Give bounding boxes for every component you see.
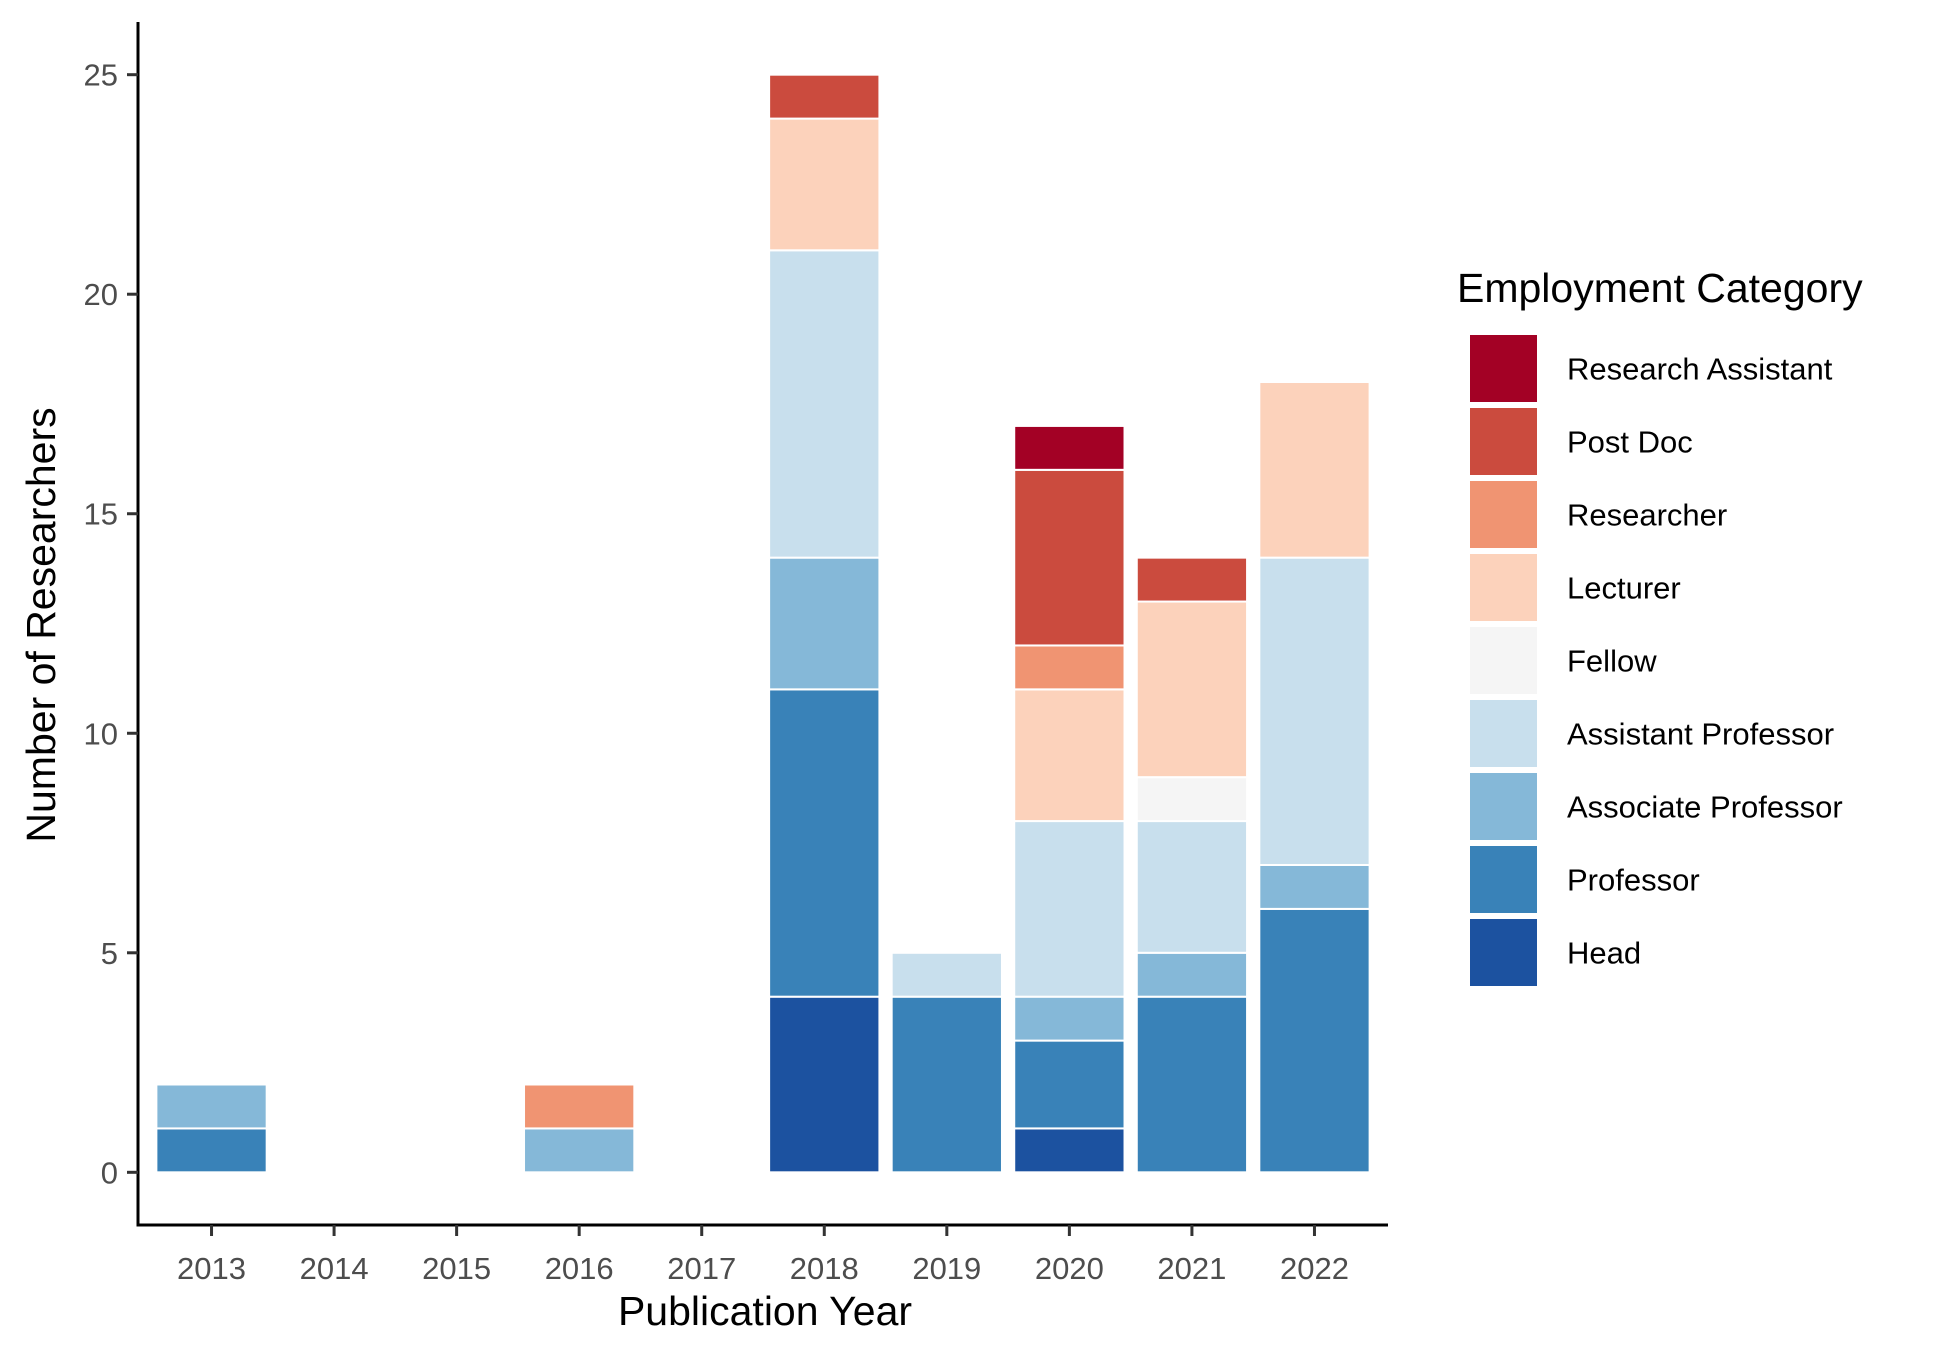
bar-2020-assistant-professor <box>1013 820 1126 998</box>
bar-2013-professor <box>155 1127 268 1174</box>
legend-key-associate-professor <box>1470 773 1537 840</box>
x-tick-label: 2013 <box>177 1251 246 1286</box>
legend-key-professor <box>1470 846 1537 913</box>
bar-2021-post-doc <box>1135 556 1249 603</box>
bar-2022-assistant-professor <box>1258 556 1371 866</box>
legend-label: Fellow <box>1567 644 1657 679</box>
x-axis-ticks: 2013 2014 2015 2016 2017 2018 2019 2020 2021 2022 <box>177 1225 1349 1286</box>
y-tick-label: 25 <box>84 58 118 93</box>
bar-2016-associate-professor <box>523 1127 636 1174</box>
bar-2021-assistant-professor <box>1135 820 1249 954</box>
legend-label: Research Assistant <box>1567 352 1833 387</box>
bar-2018-lecturer <box>768 117 881 252</box>
legend-label: Researcher <box>1567 498 1727 533</box>
y-axis-ticks: 0 5 10 15 20 25 <box>84 58 138 1190</box>
bar-2018-post-doc <box>768 73 881 120</box>
bar-2021-lecturer <box>1135 600 1249 779</box>
legend-key-lecturer <box>1470 554 1537 621</box>
bar-2018-assistant-professor <box>768 249 881 559</box>
legend-label: Post Doc <box>1567 425 1693 460</box>
bar-2020-post-doc <box>1013 468 1126 647</box>
bar-2013-associate-professor <box>155 1083 268 1130</box>
x-tick-label: 2021 <box>1157 1251 1226 1286</box>
bar-2018-head <box>768 995 881 1174</box>
legend-label: Associate Professor <box>1567 790 1843 825</box>
legend-key-assistant-professor <box>1470 700 1537 767</box>
y-tick-label: 0 <box>101 1155 118 1190</box>
bar-2016-researcher <box>523 1083 636 1130</box>
legend-label: Assistant Professor <box>1567 717 1834 752</box>
bar-2021-professor <box>1135 995 1249 1174</box>
y-tick-label: 10 <box>84 716 118 751</box>
legend-label: Head <box>1567 936 1641 971</box>
x-tick-label: 2014 <box>300 1251 369 1286</box>
bar-2021-associate-professor <box>1135 951 1249 998</box>
legend-key-post-doc <box>1470 408 1537 475</box>
x-tick-label: 2015 <box>422 1251 491 1286</box>
bar-2020-research-assistant <box>1013 424 1126 471</box>
bar-2019-professor <box>890 995 1003 1174</box>
bars-layer <box>155 73 1371 1174</box>
bar-2020-researcher <box>1013 644 1126 691</box>
bar-2022-lecturer <box>1258 381 1371 559</box>
legend: Employment Category Research Assistant Po… <box>1457 265 1863 986</box>
legend-key-fellow <box>1470 627 1537 694</box>
bar-2019-assistant-professor <box>890 951 1003 998</box>
y-tick-label: 20 <box>84 277 118 312</box>
legend-title: Employment Category <box>1457 265 1863 311</box>
bar-2020-lecturer <box>1013 688 1126 823</box>
x-tick-label: 2019 <box>912 1251 981 1286</box>
x-tick-label: 2022 <box>1280 1251 1349 1286</box>
bar-2020-head <box>1013 1127 1126 1174</box>
axes-layer <box>136 22 1388 1227</box>
x-tick-label: 2017 <box>667 1251 736 1286</box>
bar-2022-associate-professor <box>1258 863 1371 910</box>
bar-2022-professor <box>1258 907 1371 1174</box>
x-axis-title: Publication Year <box>618 1288 912 1334</box>
bar-2018-professor <box>768 688 881 998</box>
legend-label: Professor <box>1567 863 1700 898</box>
y-tick-label: 5 <box>101 936 118 971</box>
bar-2021-fellow <box>1135 776 1249 823</box>
bar-2020-associate-professor <box>1013 995 1126 1042</box>
legend-key-researcher <box>1470 481 1537 548</box>
x-tick-label: 2020 <box>1035 1251 1104 1286</box>
legend-key-head <box>1470 919 1537 986</box>
legend-label: Lecturer <box>1567 571 1681 606</box>
bar-2018-associate-professor <box>768 556 881 691</box>
bar-2020-professor <box>1013 1039 1126 1130</box>
legend-key-research-assistant <box>1470 335 1537 402</box>
x-tick-label: 2018 <box>790 1251 859 1286</box>
x-tick-label: 2016 <box>545 1251 614 1286</box>
y-axis-title: Number of Researchers <box>18 407 64 842</box>
y-tick-label: 15 <box>84 497 118 532</box>
